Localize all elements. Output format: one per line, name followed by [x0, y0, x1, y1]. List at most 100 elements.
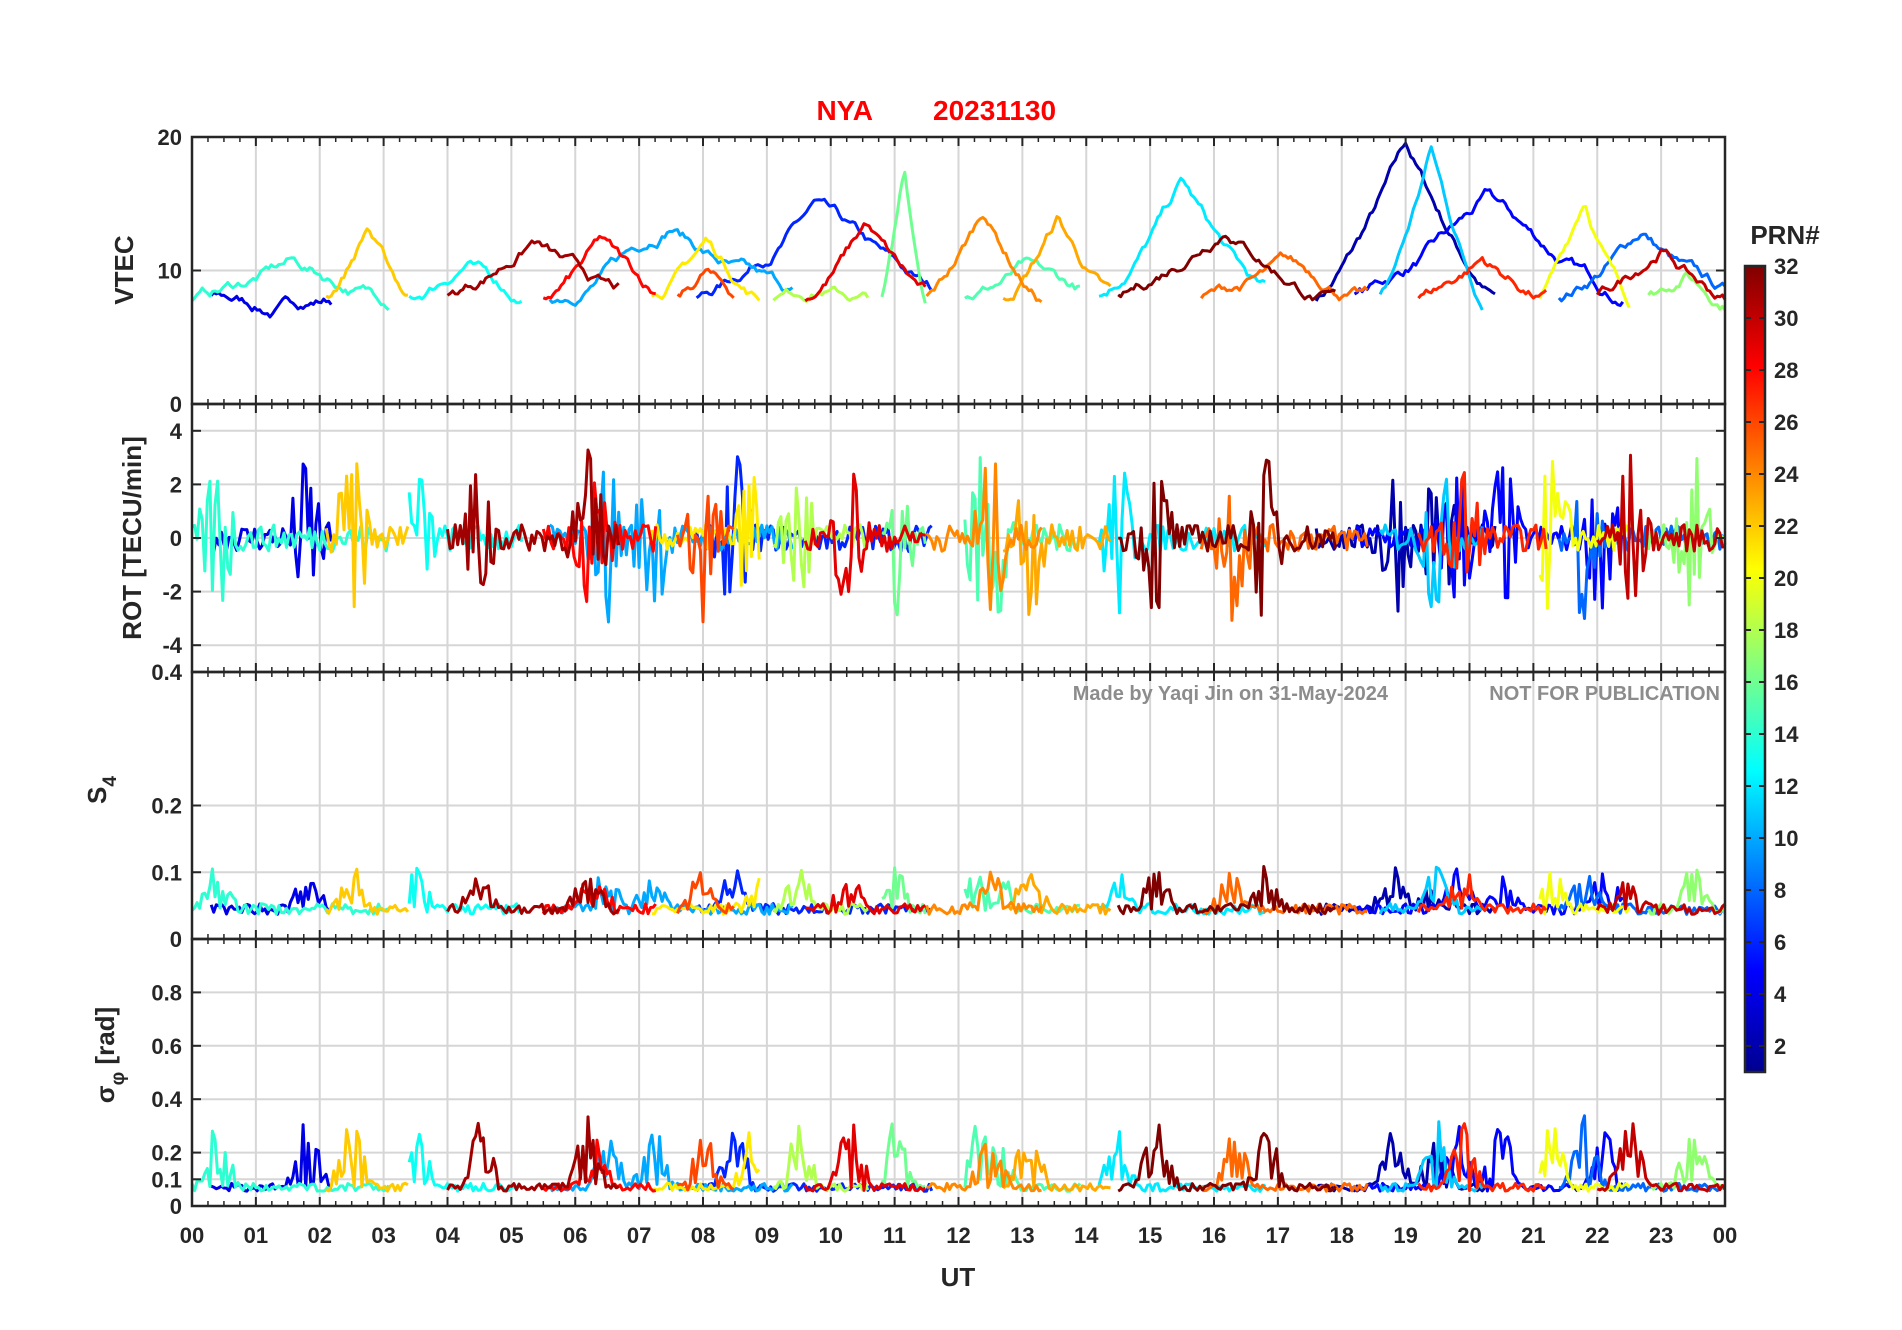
x-tick-label: 13: [1010, 1223, 1034, 1248]
series-prn-6-vtec: [695, 197, 933, 299]
series-prn-32-vtec: [1117, 234, 1336, 302]
series-prn-15-vtec: [964, 256, 1081, 301]
series-prn-31-vtec: [446, 239, 620, 297]
series-prn-24-s4: [925, 870, 1043, 916]
series-prn-12-vtec: [1098, 176, 1266, 298]
series-prn-15-rot: [963, 456, 1082, 614]
series-prn-11-vtec: [1378, 145, 1484, 311]
colorbar-tick-label: 10: [1774, 826, 1798, 851]
x-tick-label: 12: [946, 1223, 970, 1248]
colorbar-tick-label: 2: [1774, 1034, 1786, 1059]
series-prn-14-vtec: [190, 256, 390, 311]
series-prn-23-rot: [1002, 499, 1112, 616]
x-tick-label: 06: [563, 1223, 587, 1248]
colorbar-tick-label: 6: [1774, 930, 1786, 955]
colorbar-label: PRN#: [1750, 220, 1820, 250]
panel-s4-ticks: 0 0.1 0.2 0.4: [151, 660, 1726, 952]
series-prn-32-rot: [1118, 458, 1337, 617]
x-tick-label: 08: [691, 1223, 715, 1248]
series-prn-26-s4: [676, 871, 735, 915]
s4-axis-label: S4: [82, 776, 121, 804]
chart-title-date: 20231130: [933, 95, 1056, 126]
series-prn-13-s4: [407, 866, 523, 916]
series-prn-13-vtec: [408, 259, 523, 305]
series-prn-23-sigma_phi: [1002, 1149, 1111, 1193]
series-prn-26-vtec: [676, 267, 735, 299]
s4-axis-label-sub: 4: [100, 776, 121, 787]
panel-rot-series: [191, 448, 1727, 624]
x-tick-label: 00: [180, 1223, 204, 1248]
series-prn-20-sigma_phi: [1538, 1127, 1631, 1193]
s4-axis-label-main: S: [82, 787, 112, 804]
series-prn-29-sigma_phi: [803, 1123, 927, 1193]
series-prn-26-sigma_phi: [677, 1138, 735, 1192]
series-prn-13-sigma_phi: [407, 1132, 523, 1193]
series-prn-4-vtec: [210, 291, 333, 319]
chart-title-station: NYA: [816, 95, 873, 126]
y-tick-label: -4: [162, 633, 182, 658]
series-prn-32-s4: [1116, 865, 1336, 916]
series-prn-20-vtec: [1538, 205, 1631, 309]
series-prn-17-sigma_phi: [1647, 1137, 1727, 1191]
y-tick-label: 4: [170, 419, 183, 444]
series-prn-17-s4: [1647, 868, 1727, 916]
y-tick-label: 0: [170, 526, 182, 551]
y-tick-label: 0.1: [151, 860, 182, 885]
y-tick-label: 0.1: [151, 1167, 182, 1192]
y-tick-label: 10: [158, 259, 182, 284]
colorbar-tick-label: 22: [1774, 514, 1798, 539]
y-tick-label: 20: [158, 125, 182, 150]
colorbar-tick-label: 24: [1774, 462, 1799, 487]
x-tick-label: 01: [244, 1223, 268, 1248]
sigma-phi-axis-label-main: σ: [90, 1085, 120, 1103]
vtec-axis-label: VTEC: [109, 235, 139, 305]
sigma-phi-axis-label-unit: [rad]: [90, 1007, 120, 1072]
series-prn-27-sigma_phi: [1417, 1122, 1547, 1193]
y-tick-label: 2: [170, 472, 182, 497]
colorbar-tick-label: 4: [1774, 982, 1787, 1007]
series-prn-22-rot: [324, 462, 410, 609]
series-prn-30-vtec: [1596, 248, 1727, 301]
series-prn-21-vtec: [650, 236, 761, 302]
series-prn-11-s4: [1378, 865, 1484, 916]
x-tick-label: 10: [819, 1223, 843, 1248]
series-prn-11-sigma_phi: [1378, 1120, 1484, 1193]
x-tick-label: 19: [1393, 1223, 1417, 1248]
x-axis-tick-labels: 00 01 02 03 04 05 06 07 08 09 10 11 12 13 14 15 16 17 18 19…: [180, 1223, 1737, 1248]
series-prn-23-vtec: [1002, 215, 1112, 302]
series-prn-30-sigma_phi: [1596, 1122, 1727, 1193]
series-prn-16-sigma_phi: [880, 1122, 926, 1189]
panel-vtec: 0 10 20 VTEC: [109, 125, 1727, 417]
series-prn-30-s4: [1595, 881, 1726, 916]
series-prn-27-s4: [1416, 873, 1548, 915]
y-tick-label: 0.2: [151, 794, 182, 819]
y-tick-label: 0.4: [151, 660, 182, 685]
series-prn-22-s4: [324, 867, 410, 916]
series-prn-4-rot: [209, 462, 333, 579]
panel-vtec-grid: [192, 137, 1725, 404]
x-tick-label: 23: [1649, 1223, 1673, 1248]
series-prn-16-s4: [881, 866, 927, 915]
panel-s4: 0 0.1 0.2 0.4 S4 Made by Yaqi Jin on 31-May…: [82, 660, 1727, 952]
x-tick-label: 09: [755, 1223, 779, 1248]
series-prn-20-rot: [1538, 460, 1631, 610]
series-prn-4-s4: [209, 881, 333, 916]
series-prn-29-rot: [803, 472, 926, 596]
series-prn-20-s4: [1538, 871, 1631, 916]
series-prn-8-vtec: [1557, 232, 1727, 303]
x-tick-label: 07: [627, 1223, 651, 1248]
x-tick-label: 00: [1713, 1223, 1737, 1248]
series-prn-25-vtec: [1199, 251, 1369, 302]
watermark-notice: NOT FOR PUBLICATION: [1489, 683, 1720, 705]
y-tick-label: 0.6: [151, 1034, 182, 1059]
panel-sigma-phi: 00.10.2 0.4 0.6 0.8 σφ [rad]: [90, 937, 1727, 1219]
series-prn-6-sigma_phi: [695, 1131, 934, 1193]
y-tick-label: 0: [170, 1194, 182, 1219]
series-prn-16-rot: [881, 504, 927, 617]
x-tick-label: 16: [1202, 1223, 1226, 1248]
panel-sigma-phi-ticks: 00.10.2 0.4 0.6 0.8: [151, 939, 1726, 1219]
colorbar-tick-label: 28: [1774, 358, 1798, 383]
colorbar-gradient: [1743, 264, 1767, 1074]
panel-rot: -4 -2 0 2 4 ROT [TECU/min]: [117, 402, 1727, 674]
